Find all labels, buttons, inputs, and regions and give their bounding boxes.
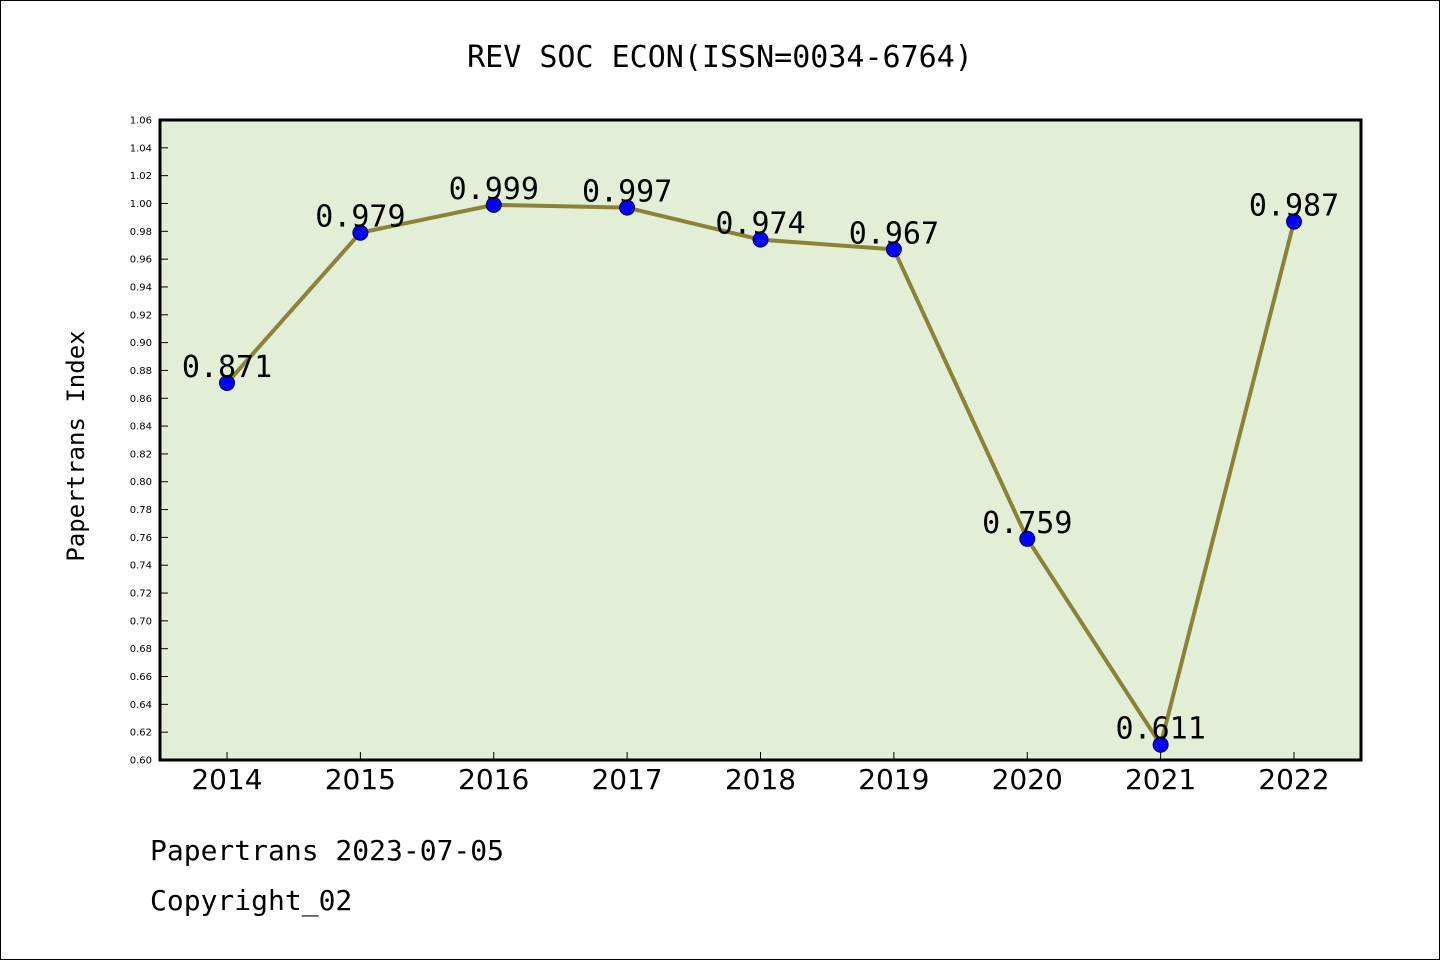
y-tick-label: 0.78 [130, 505, 152, 516]
x-tick-label: 2016 [458, 763, 529, 796]
data-point [1286, 213, 1302, 230]
y-tick-label: 0.84 [130, 422, 152, 433]
y-tick-label: 0.72 [130, 589, 152, 600]
footer-date: Papertrans 2023-07-05 [150, 834, 505, 867]
y-tick-label: 0.74 [130, 561, 152, 572]
y-axis-label: Papertrans Index [62, 330, 90, 561]
x-tick-label: 2015 [325, 763, 396, 796]
data-points [219, 196, 1302, 753]
y-tick-label: 0.86 [130, 394, 152, 405]
y-tick-label: 0.90 [130, 338, 152, 349]
y-tick-label: 0.70 [130, 616, 152, 627]
x-tick-label: 2019 [858, 763, 929, 796]
x-tick-label: 2014 [191, 763, 262, 796]
data-label: 0.997 [582, 175, 672, 210]
y-tick-label: 0.64 [130, 700, 152, 711]
chart-title: REV SOC ECON(ISSN=0034-6764) [467, 40, 973, 75]
y-tick-label: 0.98 [130, 227, 152, 238]
y-tick-label: 0.88 [130, 366, 152, 377]
y-tick-label: 0.80 [130, 477, 152, 488]
y-axis-ticks: 0.60 0.62 0.64 0.66 0.68 0.70 0.72 0.74 0.76 0.78… [130, 116, 168, 767]
y-tick-label: 1.04 [130, 143, 152, 154]
y-tick-label: 0.66 [130, 672, 152, 683]
data-point [485, 196, 502, 213]
x-tick-label: 2020 [992, 763, 1063, 796]
data-label: 0.979 [315, 200, 405, 235]
x-axis-ticks: 2014 2015 2016 2017 2018 2019 2020 2021 2022 [191, 752, 1330, 796]
data-label: 0.967 [849, 216, 939, 251]
data-point [752, 231, 769, 248]
y-tick-label: 0.96 [130, 255, 152, 266]
data-point [885, 241, 902, 258]
data-label: 0.974 [715, 207, 805, 242]
data-point [219, 374, 235, 391]
data-label: 0.759 [982, 506, 1072, 541]
data-point [619, 199, 636, 216]
x-tick-label: 2021 [1125, 763, 1196, 796]
data-label: 0.987 [1249, 189, 1339, 224]
data-label: 0.871 [182, 350, 272, 385]
x-tick-label: 2022 [1258, 763, 1329, 796]
data-label: 0.611 [1115, 712, 1205, 747]
y-tick-label: 0.82 [130, 449, 152, 460]
x-tick-label: 2017 [591, 763, 662, 796]
y-tick-label: 0.68 [130, 644, 152, 655]
y-tick-label: 0.76 [130, 533, 152, 544]
data-point [352, 224, 369, 241]
data-point [1019, 530, 1036, 547]
footer-copyright: Copyright_02 [150, 884, 353, 917]
y-tick-label: 1.02 [130, 171, 152, 182]
data-label: 0.999 [449, 172, 539, 207]
y-tick-label: 0.94 [130, 282, 152, 293]
data-point [1152, 736, 1169, 753]
y-tick-label: 0.92 [130, 310, 152, 321]
y-tick-label: 1.00 [130, 199, 152, 210]
y-tick-label: 1.06 [130, 116, 152, 127]
data-labels: 0.871 0.979 0.999 0.997 0.974 0.967 0.759 0.611… [182, 172, 1339, 747]
x-tick-label: 2018 [725, 763, 796, 796]
y-tick-label: 0.62 [130, 728, 152, 739]
y-tick-label: 0.60 [130, 756, 152, 767]
